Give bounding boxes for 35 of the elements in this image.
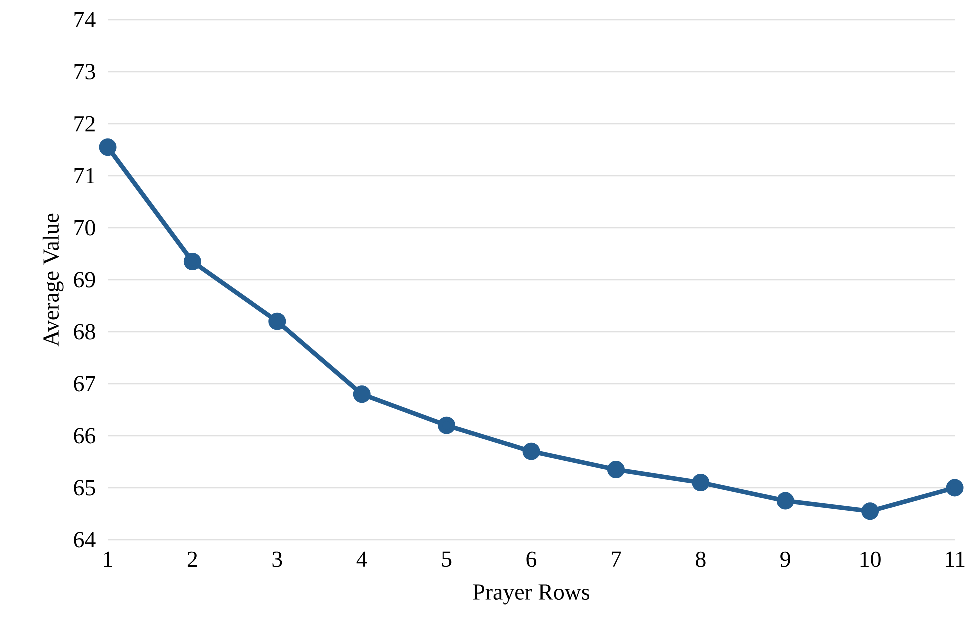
y-axis-title: Average Value: [42, 214, 64, 347]
point: [776, 492, 794, 510]
x-tick-label: 10: [860, 552, 881, 568]
point: [692, 474, 710, 492]
point: [268, 312, 286, 330]
y-tick-label: 69: [74, 272, 96, 288]
y-tick-label: 74: [74, 12, 96, 28]
y-tick-label: 64: [74, 532, 96, 548]
y-tick-label: 71: [74, 168, 95, 184]
y-tick-label: 67: [74, 376, 96, 392]
x-tick-label: 9: [780, 552, 790, 568]
y-tick-label: 72: [74, 116, 95, 132]
x-axis-title: Prayer Rows: [473, 584, 590, 605]
x-tick-label: 2: [188, 552, 198, 568]
point: [184, 253, 202, 271]
point: [946, 479, 964, 497]
point: [522, 442, 540, 460]
point: [353, 386, 371, 404]
x-tick-label: 3: [272, 552, 282, 568]
point: [862, 502, 880, 520]
point: [99, 138, 117, 156]
y-tick-label: 70: [74, 220, 96, 236]
x-tick-label: 6: [526, 552, 537, 568]
x-tick-label: 8: [696, 552, 706, 568]
x-tick-label: 11: [946, 552, 965, 567]
y-tick-label: 66: [74, 428, 96, 444]
point: [438, 416, 456, 434]
x-tick-label: 1: [104, 552, 112, 567]
y-tick-label: 65: [74, 480, 96, 496]
x-tick-label: 5: [442, 552, 452, 568]
x-tick-label: 4: [356, 552, 368, 567]
y-tick-label: 68: [74, 324, 96, 340]
x-tick-label: 7: [612, 552, 622, 567]
point: [607, 461, 625, 479]
y-tick-label: 73: [74, 64, 96, 80]
